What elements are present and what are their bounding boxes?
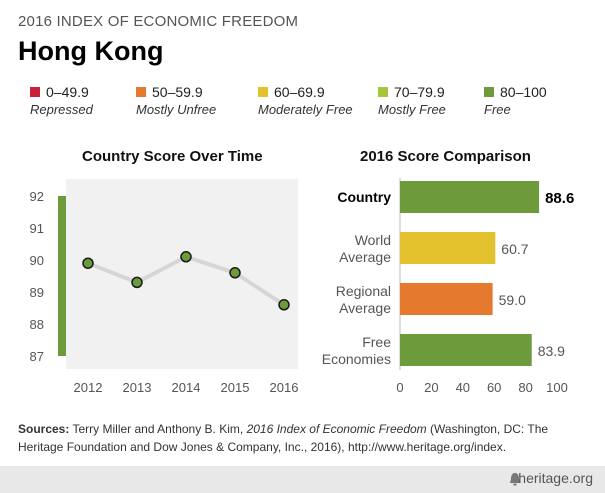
- legend-item: 0–49.9 Repressed: [30, 84, 93, 117]
- x-tick-label: 2015: [221, 380, 250, 395]
- footer-bar: [0, 466, 605, 493]
- line-chart-title: Country Score Over Time: [82, 148, 263, 165]
- x-tick-label: 2014: [172, 380, 201, 395]
- bar-value-label: 60.7: [501, 241, 528, 257]
- bell-icon: [510, 473, 520, 486]
- legend-label: Free: [484, 102, 511, 117]
- bar-category-label: World Average: [339, 232, 391, 265]
- x-tick-label: 2013: [123, 380, 152, 395]
- x-tick-label: 60: [487, 380, 501, 395]
- legend-item: 70–79.9 Mostly Free: [378, 84, 446, 117]
- y-tick-label: 90: [30, 253, 44, 268]
- bar-chart: Country 88.6 World Average 60.7 Regional Avera…: [322, 178, 574, 395]
- data-point: [131, 276, 143, 289]
- sources-note: Sources: Terry Miller and Anthony B. Kim…: [18, 420, 588, 456]
- data-point: [180, 251, 192, 263]
- y-tick-label: 91: [30, 221, 44, 236]
- bar: [400, 334, 532, 366]
- x-tick-label: 80: [518, 380, 532, 395]
- legend-swatch: [30, 87, 40, 97]
- legend-range: 80–100: [500, 84, 547, 100]
- legend-swatch: [378, 87, 388, 97]
- bar: [400, 232, 496, 264]
- bar-category-label: Regional Average: [336, 283, 391, 316]
- x-tick-label: 2016: [270, 380, 299, 395]
- legend-range: 70–79.9: [394, 84, 445, 100]
- x-tick-label: 2012: [74, 380, 103, 395]
- legend-swatch: [484, 87, 494, 97]
- bar-chart-title: 2016 Score Comparison: [360, 148, 531, 165]
- x-tick-label: 0: [396, 380, 403, 395]
- page-title: Hong Kong: [18, 36, 164, 66]
- legend-label: Mostly Free: [378, 102, 446, 117]
- legend-item: 80–100 Free: [484, 84, 547, 117]
- data-point: [278, 299, 290, 311]
- kicker: 2016 INDEX OF ECONOMIC FREEDOM: [18, 13, 299, 30]
- legend-swatch: [136, 87, 146, 97]
- x-tick-label: 100: [546, 380, 568, 395]
- bar-category-label: Free Economies: [322, 334, 391, 367]
- sources-rest: (Washington, DC: The Heritage Foundation…: [18, 422, 549, 454]
- sources-authors: Terry Miller and Anthony B. Kim,: [72, 422, 244, 436]
- bar: [400, 283, 493, 315]
- data-point: [82, 257, 94, 269]
- y-tick-label: 88: [30, 317, 44, 332]
- y-tick-label: 89: [30, 285, 44, 300]
- data-point: [229, 267, 241, 279]
- footer-site[interactable]: heritage.org: [518, 470, 593, 486]
- sources-label: Sources:: [18, 422, 70, 436]
- x-tick-label: 20: [424, 380, 438, 395]
- y-tick-label: 87: [30, 349, 44, 364]
- line-chart: 87 88 89 90 91 92 2012 2013 2014 2015 2016: [30, 179, 299, 395]
- y-tick-label: 92: [30, 189, 44, 204]
- sources-book: 2016 Index of Economic Freedom: [246, 422, 427, 436]
- x-tick-label: 40: [456, 380, 470, 395]
- legend-label: Moderately Free: [258, 102, 353, 117]
- legend-item: 50–59.9 Mostly Unfree: [136, 84, 216, 117]
- bar-category-label: Country: [337, 189, 391, 205]
- bar-value-label: 83.9: [538, 343, 565, 359]
- legend-label: Repressed: [30, 102, 93, 117]
- bar-value-label: 88.6: [545, 190, 574, 207]
- legend-range: 0–49.9: [46, 84, 89, 100]
- legend-range: 60–69.9: [274, 84, 325, 100]
- legend-swatch: [258, 87, 268, 97]
- legend-item: 60–69.9 Moderately Free: [258, 84, 353, 117]
- legend-label: Mostly Unfree: [136, 102, 217, 117]
- score-band: [58, 196, 66, 356]
- line-plot-area: [66, 179, 298, 369]
- legend-range: 50–59.9: [152, 84, 203, 100]
- bar-value-label: 59.0: [499, 292, 526, 308]
- bar: [400, 181, 540, 213]
